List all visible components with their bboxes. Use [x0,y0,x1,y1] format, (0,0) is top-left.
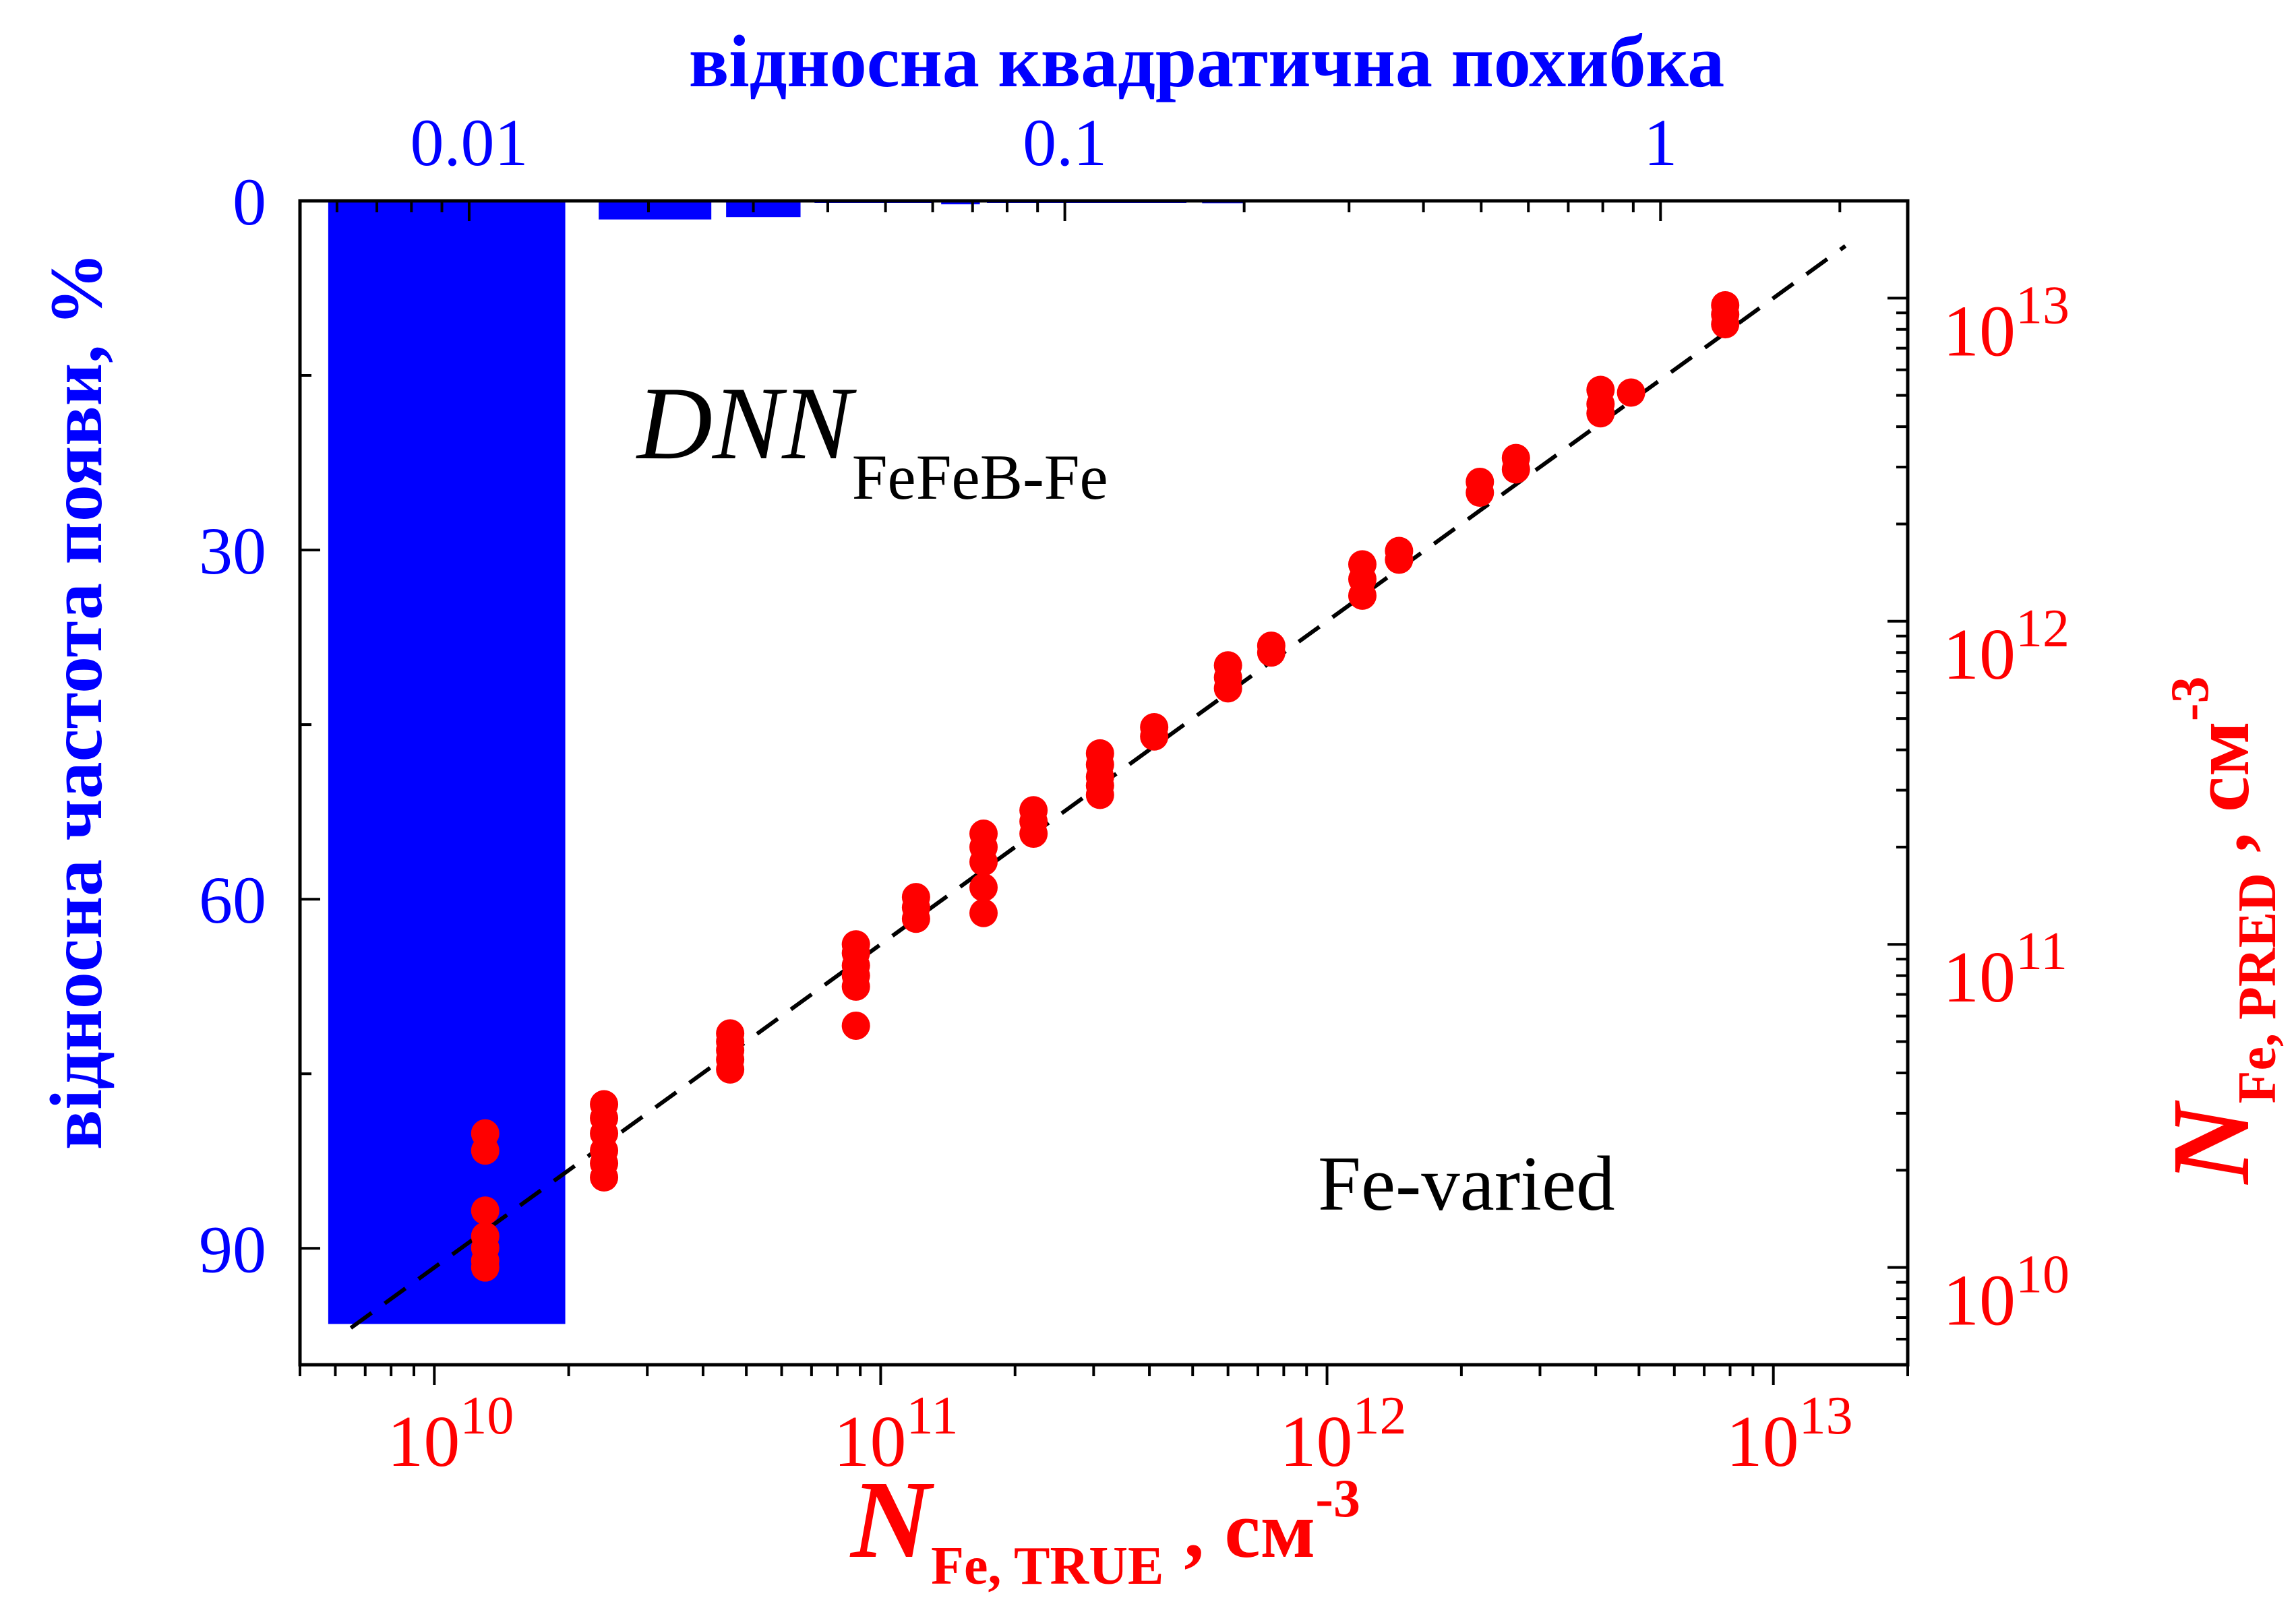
data-point [841,972,870,1001]
x-top-tick-label: 1 [1643,105,1677,180]
data-point [1466,478,1494,507]
data-point [471,1253,500,1282]
x-top-tick-label: 0.01 [410,105,528,180]
tick-label-base: 10 [833,1402,906,1482]
x-bottom-tick-label: 1012 [1280,1386,1407,1482]
data-point [969,873,998,902]
y-left-tick-label: 30 [199,514,266,588]
model-label-sub: FeFeB-Fe [852,441,1108,513]
tick-label-exponent: 12 [2016,599,2070,658]
y-right-tick-label: 1010 [1943,1245,2070,1341]
data-point [590,1163,619,1192]
histogram-bar [941,201,980,205]
data-point [1348,581,1377,610]
x-bottom-axis-title: NFe, TRUE , см-3 [849,1458,1360,1596]
y-left-axis-title-group: відносна частота появи, % [35,252,117,1150]
x-bottom-axis-title-tail: , см [1164,1485,1315,1574]
y-right-axis-title: NFe, PRED , см-3 [2149,677,2287,1185]
data-point [1085,780,1114,809]
data-point [969,898,998,927]
data-point [841,1011,870,1040]
histogram-bar [328,201,566,1324]
tick-label-exponent: 10 [460,1386,514,1446]
y-right-axis-title-sub: Fe, PRED [2228,873,2287,1103]
data-point [1711,310,1740,339]
data-point [1257,638,1286,667]
data-point [1140,722,1169,751]
data-point [471,1136,500,1165]
y-right-axis-title-main: N [2149,1099,2272,1185]
tick-label-exponent: 11 [906,1386,958,1446]
tick-label-exponent: 11 [2016,922,2067,981]
tick-label-exponent: 13 [1799,1386,1853,1446]
histogram-bar [726,201,801,218]
prediction-points [471,291,1740,1282]
model-label-main: DNN [636,365,857,481]
data-point [716,1055,745,1084]
axis-ticks [299,199,1909,1385]
x-top-tick-label: 0.1 [1023,105,1107,180]
x-bottom-tick-label: 1013 [1726,1386,1853,1482]
data-point [471,1196,500,1225]
y-right-axis-title-tail: , см [2176,721,2266,873]
data-point [1213,674,1242,703]
x-top-axis-title: відносна квадратична похибка [689,20,1725,102]
y-left-tick-label: 0 [233,164,266,239]
histogram-bars [328,201,1244,1324]
x-bottom-tick-label: 1011 [833,1386,958,1482]
tick-label-base: 10 [1726,1402,1799,1482]
data-point [1586,399,1615,428]
plot-frame [298,199,1910,1367]
data-point [1501,455,1530,484]
x-bottom-axis-title-sub: Fe, TRUE [931,1537,1164,1596]
tick-label-exponent: 10 [2016,1245,2070,1305]
tick-label-base: 10 [1943,291,2016,371]
data-point [1617,378,1645,407]
x-bottom-tick-label: 1010 [387,1386,514,1482]
x-bottom-axis-title-main: N [849,1458,935,1581]
tick-label-base: 10 [1943,615,2016,695]
y-left-tick-label: 90 [199,1212,266,1287]
y-right-tick-label: 1012 [1943,599,2070,695]
data-point [1019,820,1048,849]
histogram-bar [599,201,712,220]
y-right-axis-title-sup: -3 [2161,677,2220,722]
tick-label-base: 10 [1280,1402,1353,1482]
model-label: DNNFeFeB-Fe [636,365,1108,513]
data-point [969,847,998,876]
y-right-tick-label: 1011 [1943,922,2067,1018]
x-bottom-axis-title-sup: -3 [1315,1469,1360,1529]
tick-label-base: 10 [1943,1261,2016,1341]
data-point [901,904,930,933]
tick-label-exponent: 12 [1353,1386,1407,1446]
y-left-tick-label: 60 [199,863,266,937]
tick-label-base: 10 [1943,937,2016,1018]
case-label: Fe-varied [1318,1141,1615,1227]
y-left-axis-title: відносна частота появи, % [35,252,117,1150]
data-point [1385,545,1414,574]
tick-label-base: 10 [387,1402,460,1482]
tick-label-exponent: 13 [2016,276,2070,335]
y-right-tick-label: 1013 [1943,276,2070,371]
